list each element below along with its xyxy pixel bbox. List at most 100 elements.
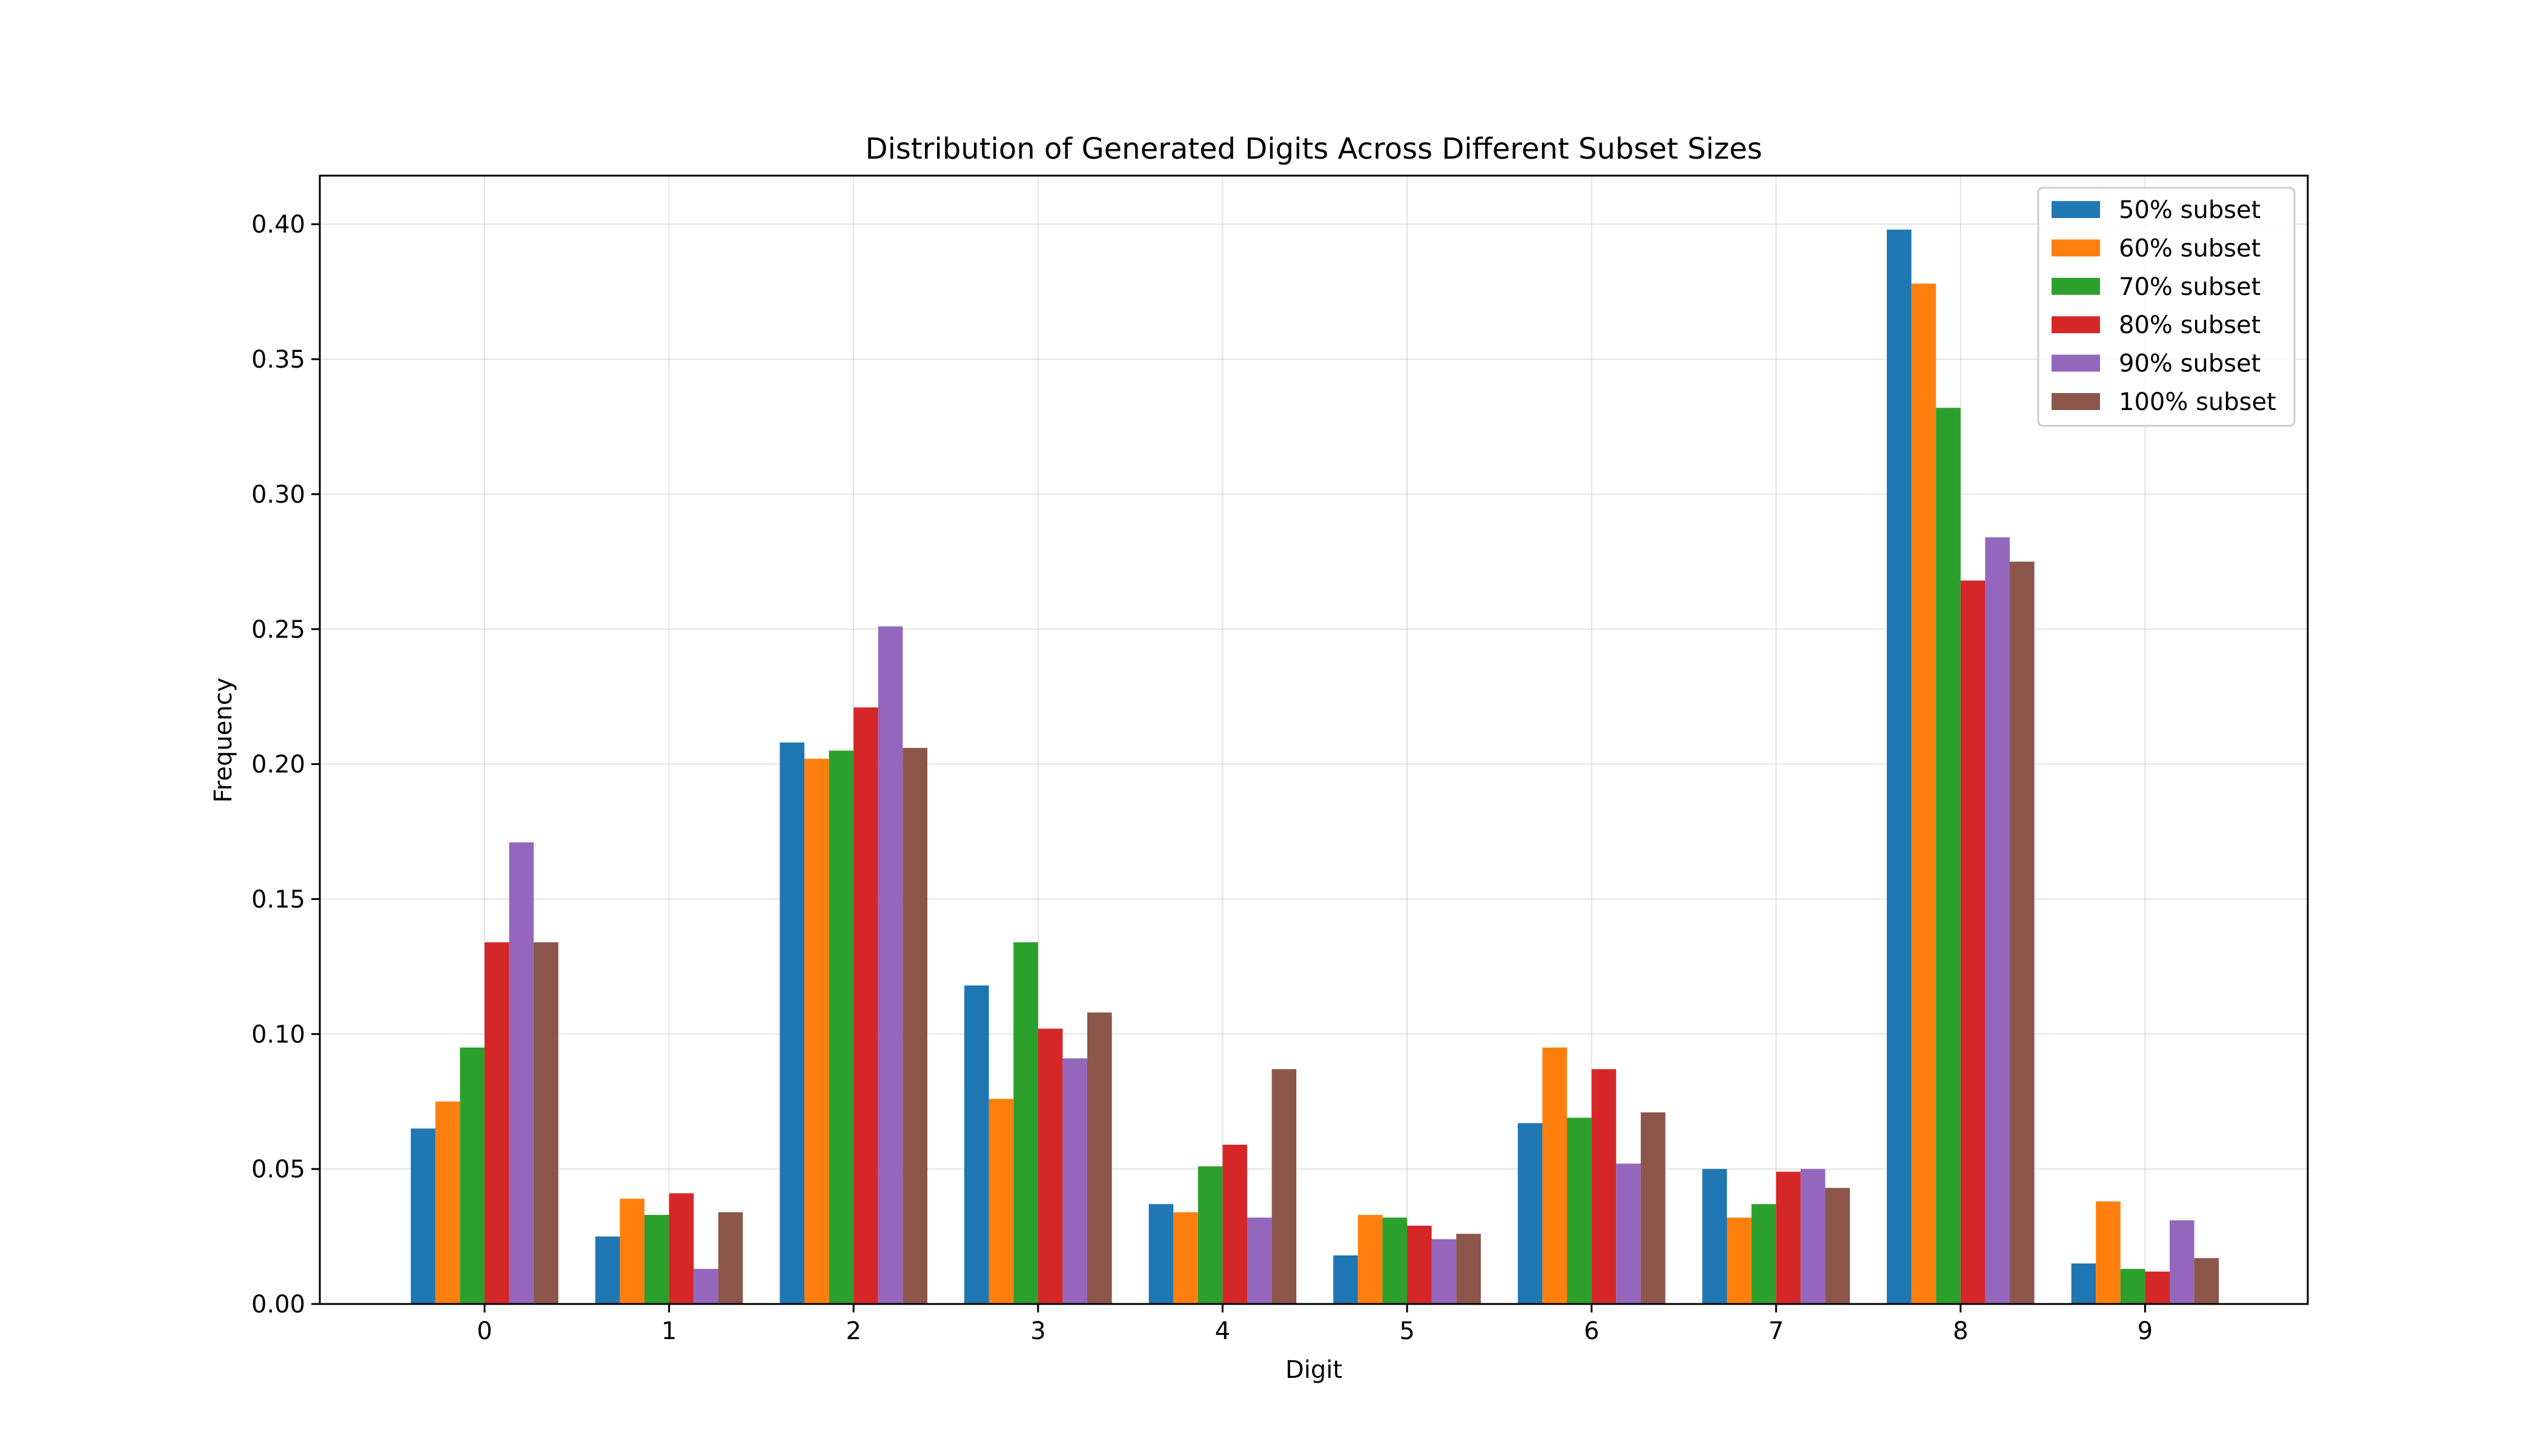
bar bbox=[718, 1212, 743, 1304]
legend-swatch bbox=[2052, 277, 2100, 295]
x-tick-label: 4 bbox=[1215, 1317, 1230, 1345]
bar bbox=[1702, 1169, 1727, 1304]
bar bbox=[2120, 1269, 2145, 1304]
bar bbox=[411, 1128, 436, 1304]
legend-swatch bbox=[2052, 239, 2100, 257]
bar bbox=[1197, 1166, 1223, 1304]
bar bbox=[509, 842, 534, 1304]
legend: 50% subset 60% subset 70% subset 80% subset… bbox=[2037, 187, 2296, 427]
bar bbox=[2010, 561, 2035, 1305]
bar bbox=[878, 626, 903, 1304]
bar bbox=[1825, 1188, 1850, 1304]
bar bbox=[1038, 1028, 1063, 1304]
bar bbox=[1382, 1217, 1407, 1304]
bar bbox=[1333, 1255, 1358, 1304]
y-tick-label: 0.15 bbox=[251, 885, 305, 913]
bar bbox=[2170, 1220, 2195, 1304]
bar bbox=[534, 942, 558, 1304]
legend-label: 90% subset bbox=[2119, 350, 2261, 378]
bar bbox=[1062, 1058, 1087, 1304]
bar bbox=[1247, 1217, 1272, 1304]
bar bbox=[829, 750, 854, 1304]
bar bbox=[1800, 1169, 1826, 1304]
bar bbox=[989, 1099, 1014, 1304]
bar bbox=[435, 1101, 460, 1304]
bar bbox=[1887, 230, 1912, 1304]
bar bbox=[1431, 1239, 1457, 1304]
bar bbox=[694, 1269, 718, 1304]
bar bbox=[1567, 1117, 1592, 1304]
x-tick-label: 8 bbox=[1953, 1317, 1968, 1345]
bar bbox=[1173, 1212, 1198, 1304]
bar bbox=[1013, 942, 1038, 1304]
bar bbox=[903, 747, 927, 1304]
y-tick-label: 0.00 bbox=[251, 1291, 305, 1319]
legend-swatch bbox=[2052, 316, 2100, 334]
bar bbox=[1517, 1123, 1543, 1304]
x-tick-label: 6 bbox=[1584, 1317, 1599, 1345]
bar bbox=[1727, 1217, 1752, 1304]
x-tick-label: 9 bbox=[2138, 1317, 2153, 1345]
bar bbox=[1911, 283, 1936, 1304]
x-tick-label: 0 bbox=[477, 1317, 492, 1345]
bar bbox=[1222, 1145, 1247, 1304]
bar bbox=[644, 1214, 669, 1304]
bar bbox=[485, 942, 509, 1304]
legend-label: 80% subset bbox=[2119, 311, 2261, 339]
bar bbox=[2145, 1271, 2170, 1304]
legend-label: 60% subset bbox=[2119, 234, 2261, 262]
chart-title: Distribution of Generated Digits Across … bbox=[866, 132, 1763, 166]
legend-swatch bbox=[2052, 393, 2100, 410]
x-tick-label: 3 bbox=[1030, 1317, 1045, 1345]
bar bbox=[1751, 1204, 1777, 1304]
legend-swatch bbox=[2052, 354, 2100, 372]
bar bbox=[964, 985, 989, 1304]
y-tick-label: 0.10 bbox=[251, 1021, 305, 1048]
bar bbox=[1087, 1012, 1112, 1304]
legend-label: 50% subset bbox=[2119, 196, 2261, 224]
bar bbox=[1271, 1069, 1297, 1304]
bar bbox=[620, 1199, 644, 1304]
x-axis-label: Digit bbox=[1285, 1356, 1342, 1384]
x-tick-label: 7 bbox=[1768, 1317, 1783, 1345]
bar bbox=[1456, 1234, 1481, 1304]
bar bbox=[460, 1047, 485, 1304]
y-tick-label: 0.30 bbox=[251, 481, 305, 509]
bar bbox=[1407, 1225, 1432, 1304]
bar bbox=[2194, 1258, 2219, 1304]
bar bbox=[1960, 580, 1986, 1304]
y-tick-label: 0.20 bbox=[251, 751, 305, 779]
legend-label: 100% subset bbox=[2119, 388, 2276, 416]
x-tick-label: 5 bbox=[1399, 1317, 1414, 1345]
y-tick-label: 0.35 bbox=[251, 346, 305, 374]
bar bbox=[1776, 1171, 1801, 1304]
x-tick-label: 2 bbox=[846, 1317, 861, 1345]
x-tick-label: 1 bbox=[661, 1317, 677, 1345]
bar bbox=[1542, 1047, 1567, 1304]
y-tick-label: 0.25 bbox=[251, 616, 305, 644]
bars bbox=[411, 230, 2219, 1305]
legend-label: 70% subset bbox=[2119, 273, 2261, 301]
bar bbox=[804, 758, 829, 1304]
bar bbox=[669, 1193, 694, 1304]
legend-box bbox=[2037, 187, 2296, 427]
bar bbox=[595, 1236, 620, 1304]
y-tick-label: 0.05 bbox=[251, 1156, 305, 1183]
bar bbox=[1148, 1204, 1174, 1304]
y-axis-label: Frequency bbox=[210, 678, 237, 803]
bar bbox=[1591, 1069, 1617, 1304]
axis-ticks: 0.00 0.05 0.10 0.15 0.20 0.25 0.30 0.35 0.40 0 1 2 3… bbox=[251, 211, 2153, 1345]
bar bbox=[2096, 1201, 2121, 1304]
bar bbox=[1616, 1163, 1641, 1304]
bar bbox=[2071, 1263, 2096, 1304]
grid-lines bbox=[320, 176, 2308, 1305]
legend-swatch bbox=[2052, 201, 2100, 218]
bar bbox=[1936, 408, 1961, 1304]
y-tick-label: 0.40 bbox=[251, 211, 305, 239]
plot-frame bbox=[319, 174, 2309, 1305]
bar bbox=[853, 707, 878, 1304]
bar bbox=[1640, 1112, 1666, 1304]
bar bbox=[780, 742, 804, 1304]
